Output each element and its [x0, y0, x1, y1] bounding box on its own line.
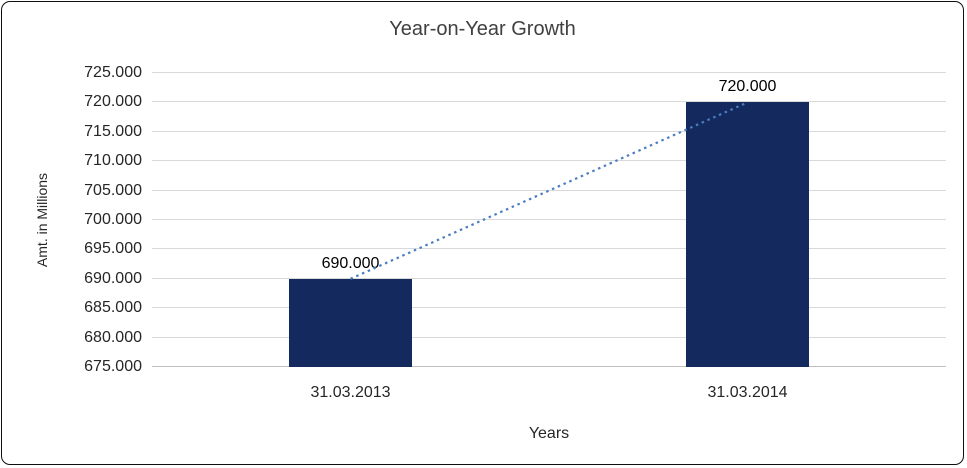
y-tick-label: 725.000 [84, 64, 142, 81]
y-tick-label: 705.000 [84, 181, 142, 199]
gridline [152, 307, 946, 309]
y-tick-label: 720.000 [84, 93, 142, 111]
bar-31.03.2013 [289, 278, 412, 367]
plot-area: 690.000 720.000 [152, 72, 946, 367]
bar-31.03.2014 [686, 102, 809, 367]
x-axis-line [152, 366, 946, 367]
y-tick-label: 715.000 [84, 122, 142, 140]
chart-title: Year-on-Year Growth [389, 18, 576, 40]
y-tick-label: 695.000 [84, 240, 142, 258]
bar-value-label: 690.000 [321, 254, 380, 272]
x-axis-title: Years [528, 425, 570, 442]
gridline [152, 72, 946, 73]
x-category-label: 31.03.2014 [707, 384, 788, 401]
y-tick-label: 690.000 [84, 269, 142, 287]
y-tick-label: 710.000 [84, 152, 142, 170]
bars-layer: 690.000 720.000 [152, 73, 946, 367]
y-tick-label: 700.000 [84, 211, 142, 228]
gridline [152, 336, 946, 338]
x-category-label: 31.03.2013 [310, 384, 391, 401]
y-tick-label: 680.000 [84, 328, 142, 346]
x-axis-category-labels: 31.03.2013 31.03.2014 [152, 384, 946, 406]
y-tick-label: 675.000 [84, 358, 142, 375]
y-tick-label: 685.000 [84, 299, 142, 317]
y-axis-tick-labels: 675.000 680.000 685.000 690.000 695.000 700.0… [2, 64, 142, 375]
bar-value-label: 720.000 [718, 78, 777, 96]
